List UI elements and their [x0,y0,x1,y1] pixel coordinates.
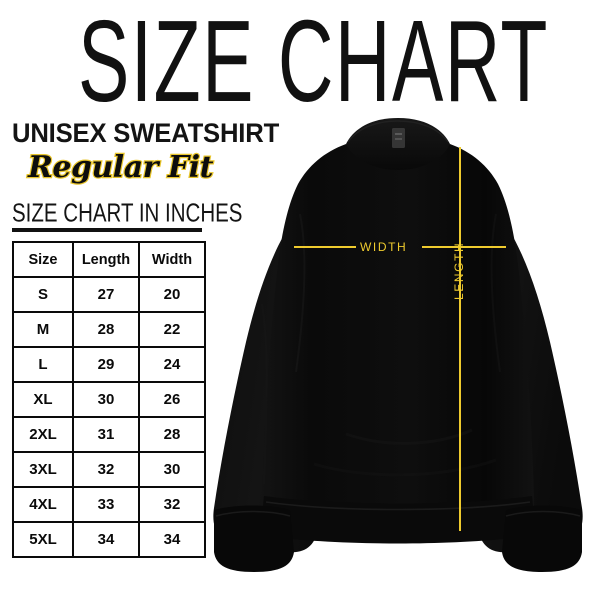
cell-length: 34 [72,521,140,558]
cell-size: 4XL [12,486,74,523]
cell-width: 24 [138,346,206,383]
cell-size: L [12,346,74,383]
size-table-body: S 27 20 M 28 22 L 29 24 XL 30 26 [12,276,206,558]
table-row: M 28 22 [12,311,206,348]
right-cuff-seam [505,510,581,517]
sweatshirt-illustration [196,104,600,574]
table-row: S 27 20 [12,276,206,313]
left-cuff-seam [215,510,291,517]
sweatshirt-body [261,144,535,534]
collar-seam [347,120,449,143]
cell-length: 31 [72,416,140,453]
cell-size: 2XL [12,416,74,453]
cell-size: 5XL [12,521,74,558]
size-table: Size Length Width S 27 20 M 28 22 L [12,241,206,558]
cell-length: 27 [72,276,140,313]
cell-size: S [12,276,74,313]
cell-length: 30 [72,381,140,418]
brand-tag-mark [395,138,402,140]
fit-type-label: Regular Fit [27,149,215,186]
fabric-fold [313,458,497,477]
cell-width: 34 [138,521,206,558]
cell-width: 26 [138,381,206,418]
cell-length: 28 [72,311,140,348]
column-header-length: Length [72,241,140,278]
column-header-size: Size [12,241,74,278]
brand-tag-mark [395,133,402,135]
cell-size: 3XL [12,451,74,488]
right-cuff [502,505,582,572]
table-row: 4XL 33 32 [12,486,206,523]
cell-length: 32 [72,451,140,488]
cell-length: 33 [72,486,140,523]
table-row: 2XL 31 28 [12,416,206,453]
fabric-fold [261,303,268,485]
left-cuff [214,505,294,572]
fabric-fold [490,213,501,373]
fabric-fold [295,213,306,373]
cell-size: XL [12,381,74,418]
column-header-width: Width [138,241,206,278]
cell-width: 28 [138,416,206,453]
table-row: L 29 24 [12,346,206,383]
cell-width: 20 [138,276,206,313]
hem-seam [265,501,531,511]
cell-width: 32 [138,486,206,523]
units-heading-underline [12,228,202,232]
units-heading: SIZE CHART IN INCHES [12,198,243,228]
cell-size: M [12,311,74,348]
cell-length: 29 [72,346,140,383]
table-row: 5XL 34 34 [12,521,206,558]
table-row: 3XL 32 30 [12,451,206,488]
table-row: XL 30 26 [12,381,206,418]
table-header-row: Size Length Width [12,241,206,278]
cell-width: 22 [138,311,206,348]
info-column: UNISEX SWEATSHIRT Regular Fit SIZE CHART… [12,118,279,558]
cell-width: 30 [138,451,206,488]
page-title: SIZE CHART [78,0,549,127]
